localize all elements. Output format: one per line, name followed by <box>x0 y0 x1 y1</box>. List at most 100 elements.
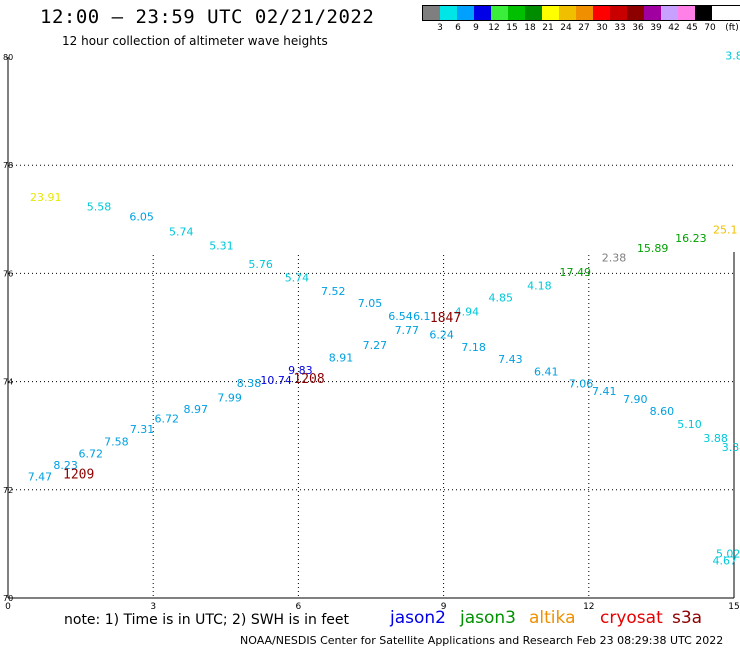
legend-label: 33 <box>614 23 626 33</box>
data-point-label: 8.97 <box>184 403 209 416</box>
y-tick-label: 80 <box>3 53 13 62</box>
data-point-label: 5.74 <box>169 226 194 239</box>
legend-swatch <box>542 6 559 20</box>
x-tick-label: 12 <box>583 602 594 612</box>
legend-label: 12 <box>488 23 500 33</box>
data-point-label: 7.90 <box>623 393 648 406</box>
data-point-label: 3.88 <box>703 432 728 445</box>
sat-s3a: s3a <box>672 608 703 628</box>
legend-swatches <box>422 5 740 21</box>
footer-credits: NOAA/NESDIS Center for Satellite Applica… <box>240 634 724 647</box>
data-point-label: 10.74 <box>260 374 292 387</box>
legend-swatch <box>695 6 712 20</box>
sat-jason2: jason2 <box>390 608 446 628</box>
legend-swatch <box>423 6 440 20</box>
x-tick-label: 15 <box>728 602 739 612</box>
y-tick-label: 78 <box>3 161 13 170</box>
data-point-label: 5.76 <box>248 258 273 271</box>
data-point-label: 7.58 <box>104 435 129 448</box>
data-point-label: 7.47 <box>28 471 53 484</box>
data-point-label: 8.23 <box>53 459 78 472</box>
data-point-label: 2.38 <box>602 251 627 264</box>
data-point-label: 25.1 <box>713 223 738 236</box>
color-legend: (ft) 3 6 9 12 15 18 21 24 27 30 33 36 39 42 45 70 <box>422 5 740 35</box>
x-tick-label: 9 <box>441 602 447 612</box>
data-point-label: 7.52 <box>321 285 346 298</box>
data-point-label: 6.41 <box>534 366 559 379</box>
legend-swatch <box>440 6 457 20</box>
data-point-label: 15.89 <box>637 242 669 255</box>
legend-label: 15 <box>506 23 518 33</box>
legend-swatch <box>610 6 627 20</box>
data-point-label: 7.18 <box>461 341 486 354</box>
x-tick-label: 0 <box>5 602 11 612</box>
data-point-label: 5.74 <box>285 272 310 285</box>
x-tick-label: 3 <box>150 602 156 612</box>
footer-note: note: 1) Time is in UTC; 2) SWH is in fe… <box>64 612 350 628</box>
data-point-label: 5.02 <box>716 547 740 560</box>
chart-subtitle: 12 hour collection of altimeter wave hei… <box>62 34 328 48</box>
x-tick-label: 6 <box>296 602 302 612</box>
legend-label: 9 <box>473 23 479 33</box>
data-point-label: 4.67 <box>713 554 738 567</box>
legend-label: 3 <box>437 23 443 33</box>
y-tick-label: 72 <box>3 486 13 495</box>
data-point-label: 6.54 <box>388 310 413 323</box>
data-point-label: 7.05 <box>358 297 383 310</box>
data-point-label: 16.23 <box>675 232 707 245</box>
legend-label: 45 <box>686 23 698 33</box>
data-point-label: 5.31 <box>209 240 234 253</box>
data-point-label: 7.99 <box>217 392 242 405</box>
data-point-label: 4.85 <box>488 292 513 305</box>
data-point-label: 7.06 <box>569 378 594 391</box>
legend-label: 24 <box>560 23 572 33</box>
data-point-label: 9.83 <box>288 364 313 377</box>
data-point-label: 7.31 <box>130 423 155 436</box>
sat-jason3: jason3 <box>460 608 516 628</box>
data-point-label: 3.34 <box>722 441 740 454</box>
legend-swatch <box>593 6 610 20</box>
data-point-label: 7.27 <box>363 339 388 352</box>
legend-label: 39 <box>650 23 662 33</box>
legend-swatch <box>474 6 491 20</box>
legend-label: 6 <box>455 23 461 33</box>
legend-swatch <box>457 6 474 20</box>
legend-swatch <box>661 6 678 20</box>
legend-swatch <box>576 6 593 20</box>
data-point-label: 5.58 <box>87 201 112 214</box>
legend-unit: (ft) <box>725 23 739 33</box>
station-id-label: 1847 <box>430 311 461 326</box>
data-point-label: 5.10 <box>677 418 702 431</box>
data-point-label: 7.77 <box>395 324 420 337</box>
legend-labels: (ft) 3 6 9 12 15 18 21 24 27 30 33 36 39 42 45 70 <box>422 21 740 35</box>
legend-label: 36 <box>632 23 644 33</box>
data-point-label: 17.49 <box>559 266 591 279</box>
chart-title: 12:00 – 23:59 UTC 02/21/2022 <box>40 6 375 28</box>
data-point-label: 6.72 <box>155 413 180 426</box>
legend-label: 30 <box>596 23 608 33</box>
legend-swatch <box>508 6 525 20</box>
legend-label: 70 <box>704 23 716 33</box>
y-tick-label: 70 <box>3 594 13 603</box>
sat-altika: altika <box>529 608 576 628</box>
data-point-label: 8.38 <box>237 377 262 390</box>
legend-swatch <box>525 6 542 20</box>
data-point-label: 6.72 <box>79 447 104 460</box>
legend-swatch <box>644 6 661 20</box>
legend-swatch <box>678 6 695 20</box>
legend-swatch <box>491 6 508 20</box>
station-id-label: 1209 <box>63 467 94 482</box>
legend-swatch <box>559 6 576 20</box>
data-point-label: 7.43 <box>498 353 523 366</box>
station-id-label: 1208 <box>293 372 324 387</box>
data-point-label: 3.8 <box>725 50 740 63</box>
data-point-label: 6.05 <box>129 210 154 223</box>
y-tick-label: 76 <box>3 269 13 278</box>
data-point-label: 6.24 <box>429 328 454 341</box>
data-point-label: 8.60 <box>650 405 675 418</box>
legend-swatch <box>627 6 644 20</box>
legend-label: 18 <box>524 23 536 33</box>
data-point-label: 4.94 <box>455 306 480 319</box>
y-tick-label: 74 <box>3 378 13 387</box>
